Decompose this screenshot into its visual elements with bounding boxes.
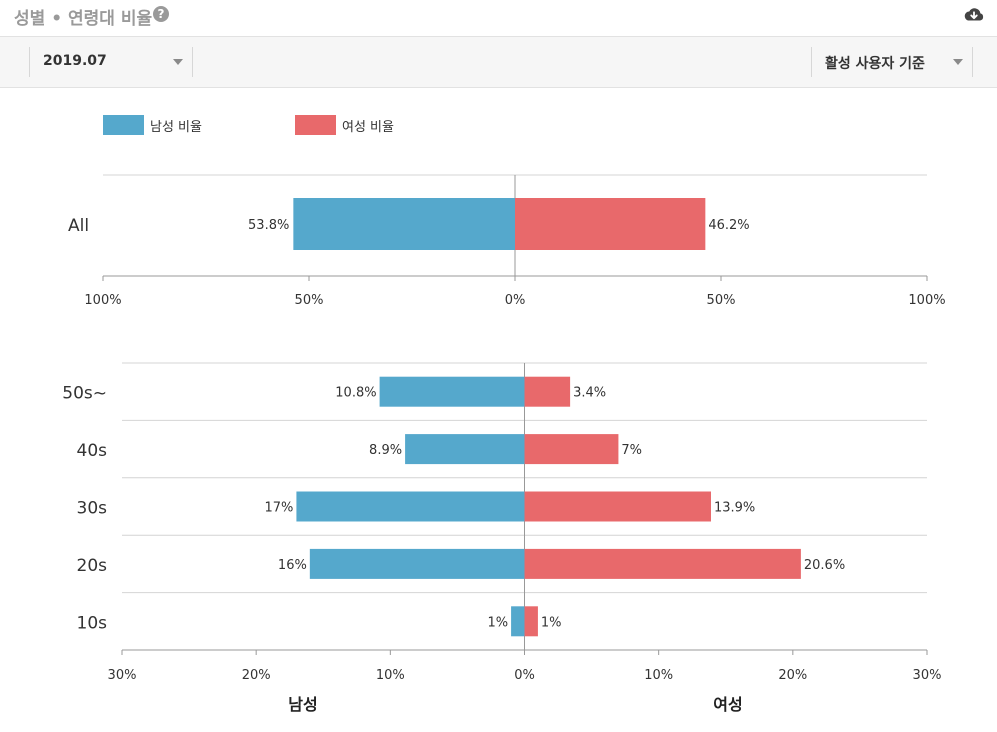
cloud-download-icon[interactable] — [963, 6, 985, 24]
basis-select[interactable]: 활성 사용자 기준 — [811, 47, 973, 77]
bar-female — [524, 434, 619, 465]
x-tick-label: 50% — [707, 293, 736, 308]
data-label-female: 3.4% — [573, 386, 606, 401]
x-tick-label: 100% — [908, 293, 945, 308]
category-label: 40s — [77, 441, 108, 461]
bar-female — [524, 606, 538, 637]
x-tick-label: 10% — [376, 668, 405, 683]
data-label-female: 1% — [541, 615, 562, 630]
bar-female — [515, 198, 706, 250]
chevron-down-icon — [953, 59, 963, 65]
category-label: 20s — [77, 556, 108, 576]
x-axis-label-female: 여성 — [713, 695, 742, 714]
bar-female — [524, 376, 571, 407]
bar-female — [524, 491, 711, 522]
data-label-female: 46.2% — [708, 218, 749, 233]
bar-male — [379, 376, 525, 407]
category-label: 10s — [77, 613, 108, 633]
data-label-female: 20.6% — [804, 558, 845, 573]
data-label-male: 53.8% — [248, 218, 289, 233]
x-tick-label: 10% — [644, 668, 673, 683]
bar-male — [296, 491, 525, 522]
date-select-value: 2019.07 — [43, 53, 107, 69]
bar-male — [293, 198, 515, 250]
page-title: 성별 • 연령대 비율 — [14, 9, 153, 29]
data-label-male: 8.9% — [369, 443, 402, 458]
basis-select-value: 활성 사용자 기준 — [825, 56, 925, 72]
gender-age-chart: 남성 비율 여성 비율 100% 50% 0% 50% 100% All 53.8% 46.2% 3… — [62, 115, 946, 714]
x-tick-label: 30% — [913, 668, 942, 683]
x-tick-label: 100% — [84, 293, 121, 308]
data-label-female: 7% — [621, 443, 642, 458]
category-label: 30s — [77, 499, 108, 519]
data-label-male: 10.8% — [335, 386, 376, 401]
chevron-down-icon — [173, 59, 183, 65]
filter-toolbar: 2019.07 활성 사용자 기준 — [0, 37, 997, 88]
legend-label-1: 여성 비율 — [342, 120, 394, 135]
bar-male — [309, 548, 525, 579]
legend-swatch-0 — [103, 115, 144, 135]
legend-label-0: 남성 비율 — [150, 120, 202, 135]
x-tick-label: 20% — [778, 668, 807, 683]
x-tick-label: 20% — [242, 668, 271, 683]
x-tick-label: 50% — [295, 293, 324, 308]
x-axis-label-male: 남성 — [288, 695, 317, 714]
category-label: 50s~ — [62, 384, 107, 404]
page-header: 성별 • 연령대 비율 ? — [0, 0, 997, 37]
x-tick-label: 30% — [108, 668, 137, 683]
data-label-male: 17% — [265, 501, 294, 516]
data-label-male: 1% — [487, 615, 508, 630]
legend-swatch-1 — [295, 115, 336, 135]
bar-female — [524, 548, 801, 579]
date-select[interactable]: 2019.07 — [29, 47, 193, 77]
bar-male — [405, 434, 525, 465]
x-tick-label: 0% — [514, 668, 535, 683]
x-tick-label: 0% — [505, 293, 526, 308]
data-label-female: 13.9% — [714, 501, 755, 516]
bar-male — [511, 606, 525, 637]
data-label-male: 16% — [278, 558, 307, 573]
question-circle-icon[interactable]: ? — [153, 6, 169, 22]
category-label: All — [68, 216, 89, 236]
